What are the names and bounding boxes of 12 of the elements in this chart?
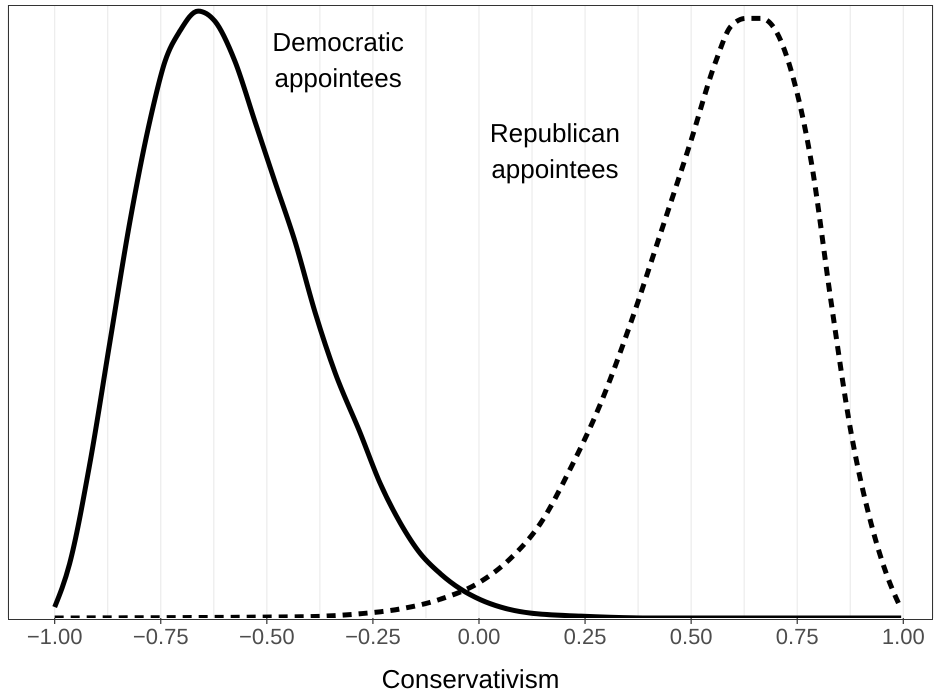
x-tick-label: 0.25	[564, 624, 606, 649]
x-tick-label: 0.75	[776, 624, 819, 649]
text: Republican appointees	[488, 116, 621, 186]
series-label: Democratic appointees	[271, 26, 405, 95]
x-tick-label: 0.50	[670, 624, 713, 649]
x-tick-label: −0.75	[132, 624, 189, 649]
x-tick-label: −0.25	[345, 624, 401, 649]
x-tick-label: −0.50	[238, 624, 295, 649]
x-tick-label: 0.00	[458, 624, 500, 649]
x-tick-label: 1.00	[882, 624, 925, 649]
x-tick-label: −1.00	[26, 624, 83, 649]
x-axis-title: Conservativism	[382, 664, 560, 690]
